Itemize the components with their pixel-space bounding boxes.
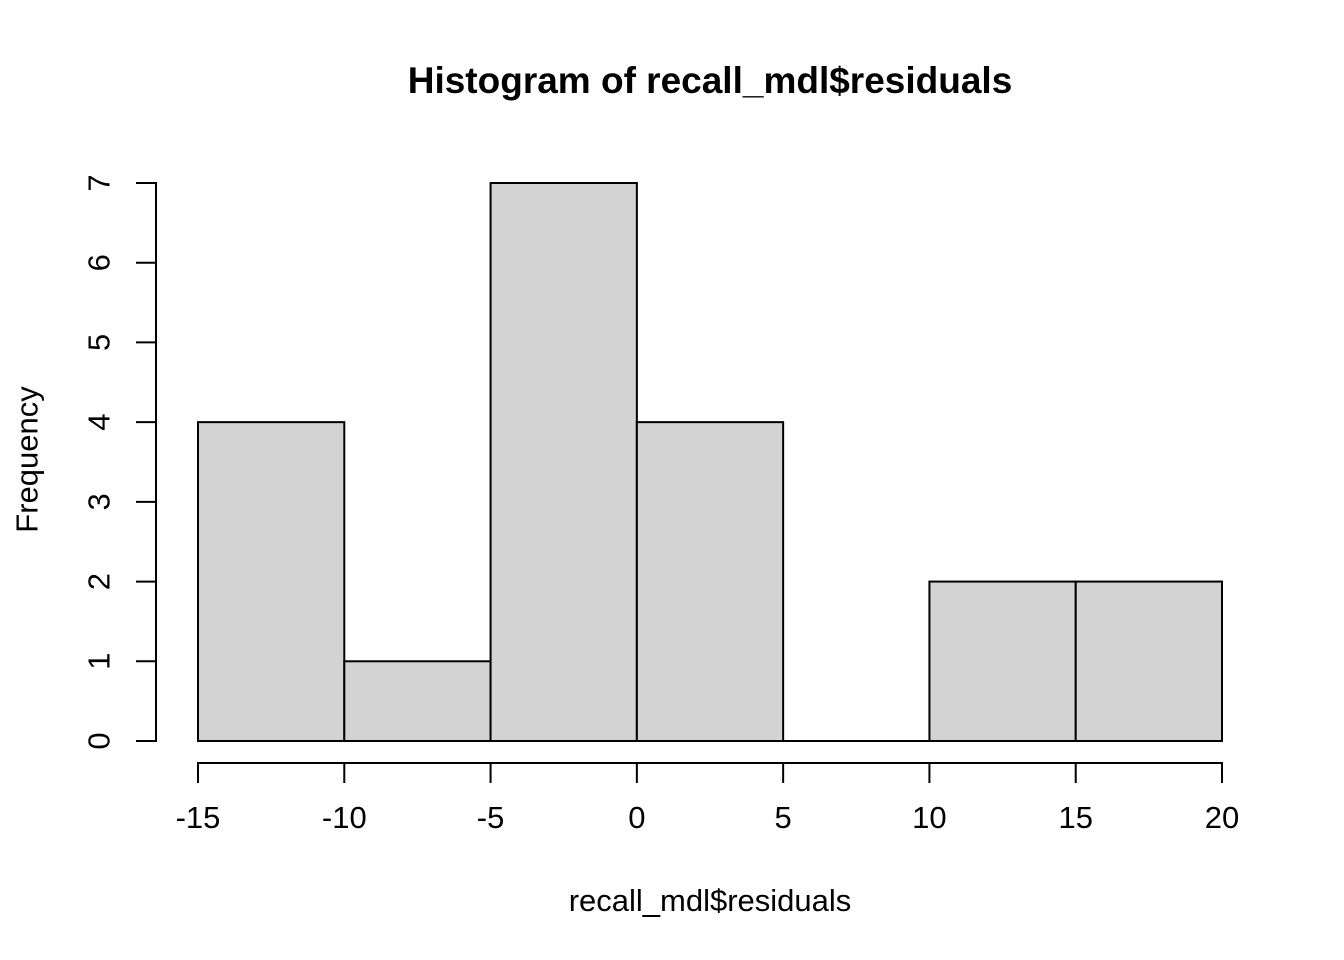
y-tick-label: 1 [82,653,117,670]
histogram-bar [635,421,785,742]
x-axis-label: recall_mdl$residuals [568,883,852,918]
x-tick-label: 15 [1058,800,1092,835]
y-tick-label: 0 [82,732,117,749]
x-tick-label: -5 [477,800,505,835]
histogram-bar [489,182,638,742]
histogram-bar [1074,580,1223,742]
y-tick-label: 2 [82,573,117,590]
y-tick-label: 5 [82,334,117,351]
x-tick-label: -15 [176,800,221,835]
x-tick-label: -10 [322,800,367,835]
y-tick-label: 7 [82,174,117,191]
x-tick-label: 10 [912,800,946,835]
histogram-bar [197,421,346,742]
histogram-bar [343,660,492,742]
y-tick-label: 6 [82,254,117,271]
y-tick-label: 3 [82,493,117,510]
chart-title: Histogram of recall_mdl$residuals [407,60,1013,101]
histogram-bar [928,580,1077,742]
y-tick-label: 4 [82,414,117,431]
x-tick-label: 0 [628,800,645,835]
x-tick-label: 5 [775,800,792,835]
x-tick-label: 20 [1205,800,1239,835]
